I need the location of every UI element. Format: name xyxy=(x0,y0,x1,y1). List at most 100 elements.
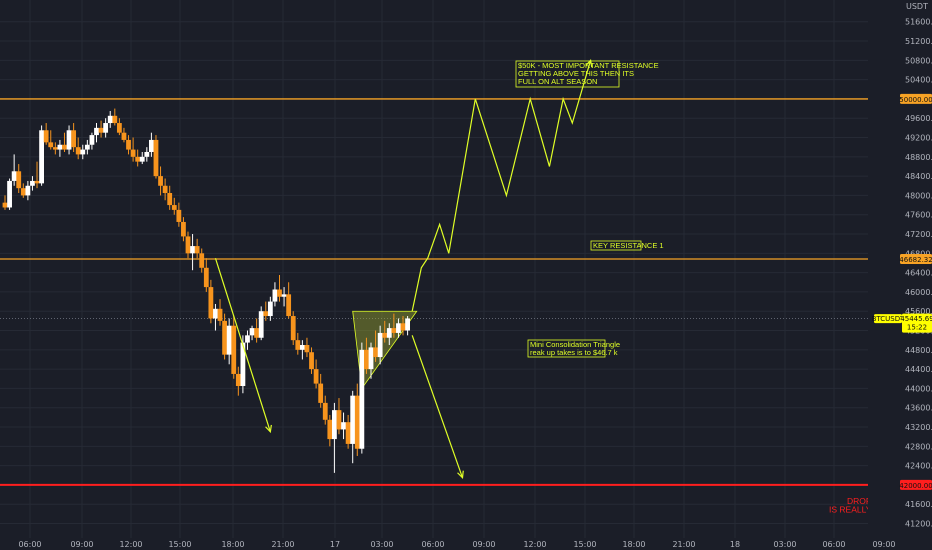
candle xyxy=(235,366,241,396)
candle-body xyxy=(98,127,104,133)
candle xyxy=(71,123,77,152)
price-levels xyxy=(0,98,900,486)
candle-body xyxy=(295,340,301,350)
candle-body xyxy=(158,176,163,186)
candle-body xyxy=(318,383,324,403)
candle xyxy=(34,161,40,189)
candle xyxy=(135,149,141,167)
candle-body xyxy=(400,323,406,331)
y-tick-label: 46000.00 xyxy=(905,288,932,297)
candle xyxy=(313,359,319,389)
candle-body xyxy=(345,422,351,444)
candle-body xyxy=(272,289,278,302)
candle-body xyxy=(25,185,31,196)
candle xyxy=(377,325,383,365)
candle xyxy=(226,318,232,365)
candle xyxy=(20,183,26,198)
y-tick-label: 50400.00 xyxy=(905,76,932,85)
bearish-projection-1-arrowhead xyxy=(265,424,272,434)
x-tick-label: 06:00 xyxy=(822,540,845,549)
x-tick-label: 21:00 xyxy=(271,540,294,549)
candle xyxy=(309,347,314,374)
level-tag-label: 46682.32 xyxy=(899,256,932,264)
currency-label: USDT xyxy=(906,2,928,11)
y-tick-label: 50800.00 xyxy=(905,56,932,65)
candle xyxy=(332,402,337,473)
bearish-projection-2-arrowhead xyxy=(457,470,464,479)
candle-body xyxy=(103,123,109,133)
candle xyxy=(30,176,35,191)
candle-body xyxy=(341,422,346,430)
candle-body xyxy=(75,147,81,155)
candle-body xyxy=(190,246,195,254)
candle-body xyxy=(121,132,127,140)
candle xyxy=(231,316,237,379)
candle-body xyxy=(94,127,99,136)
x-tick-label: 09:00 xyxy=(872,540,895,549)
candle xyxy=(48,130,54,150)
candle xyxy=(350,390,356,464)
candle-body xyxy=(89,135,95,145)
candle-body xyxy=(396,323,401,333)
candle-body xyxy=(254,328,260,338)
candle-body xyxy=(20,188,26,196)
candle xyxy=(43,123,49,145)
y-tick-label: 44000.00 xyxy=(905,384,932,393)
candle-body xyxy=(322,402,328,420)
candle xyxy=(107,110,113,128)
triangle-note-box xyxy=(527,339,606,358)
candle-body xyxy=(382,332,388,338)
countdown-label: 15:22 xyxy=(907,324,927,332)
candle xyxy=(194,238,200,259)
candle xyxy=(181,217,186,242)
candle xyxy=(185,231,191,259)
50k-note-box xyxy=(515,60,620,88)
candle xyxy=(400,316,406,336)
candle xyxy=(267,296,273,321)
candle xyxy=(25,180,31,201)
candle xyxy=(203,258,209,292)
candle xyxy=(89,132,95,150)
candle-body xyxy=(43,130,49,143)
y-tick-label: 47600.00 xyxy=(905,211,932,220)
time-axis[interactable] xyxy=(0,538,932,550)
candle xyxy=(263,301,269,321)
candle-body xyxy=(290,316,296,341)
price-axis[interactable] xyxy=(868,0,932,538)
candle xyxy=(277,275,282,302)
y-tick-label: 47200.00 xyxy=(905,230,932,239)
candle-body xyxy=(80,149,86,155)
candle-body xyxy=(139,156,145,162)
level-tag-label: 42000.00 xyxy=(899,482,932,490)
candle xyxy=(354,383,360,456)
candle xyxy=(144,147,150,162)
candle-body xyxy=(62,144,67,150)
level-tag-50k-resistance xyxy=(900,93,932,104)
key-resistance-note-line: KEY RESISTANCE 1 xyxy=(593,241,664,250)
candle-body xyxy=(226,325,232,355)
candle xyxy=(364,337,369,374)
current-price-label: 45445.69 xyxy=(900,315,932,323)
y-tick-label: 51600.00 xyxy=(905,18,932,27)
x-tick-label: 17 xyxy=(330,540,340,549)
candle-body xyxy=(309,352,314,370)
level-tag-key-resistance xyxy=(900,253,932,264)
current-price-tag xyxy=(902,313,932,333)
candle-body xyxy=(391,328,397,333)
y-tick-label: 43200.00 xyxy=(905,423,932,432)
candle-body xyxy=(332,410,337,440)
candle xyxy=(199,248,205,273)
candle xyxy=(126,135,131,155)
candle xyxy=(52,142,58,155)
candle xyxy=(94,123,99,143)
candle-body xyxy=(66,130,72,150)
candle-body xyxy=(364,349,369,370)
candle-body xyxy=(84,144,90,150)
x-tick-label: 03:00 xyxy=(370,540,393,549)
candle xyxy=(290,311,296,345)
x-tick-label: 06:00 xyxy=(421,540,444,549)
candle xyxy=(217,299,223,326)
candle-body xyxy=(48,142,54,148)
